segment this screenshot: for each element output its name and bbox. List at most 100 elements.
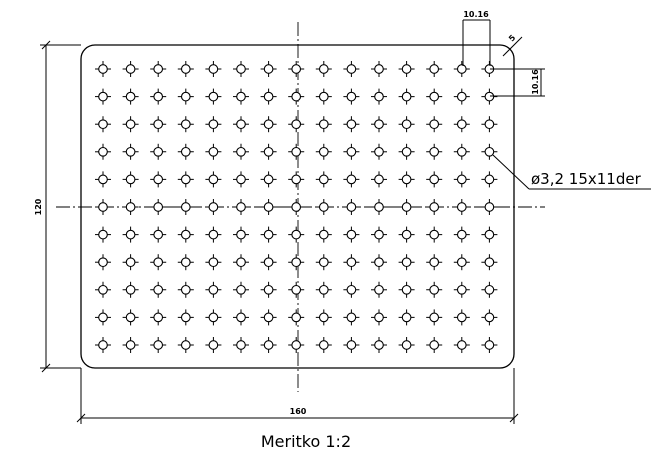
hole	[98, 174, 108, 185]
hole	[429, 91, 440, 102]
hole	[401, 340, 412, 350]
hole	[429, 257, 440, 268]
hole	[456, 202, 467, 212]
hole	[180, 229, 191, 240]
hole	[318, 119, 329, 130]
hole	[125, 229, 136, 240]
hole-callout: ø3,2 15x11der	[492, 154, 651, 190]
hole	[429, 64, 440, 74]
hole	[429, 340, 440, 350]
hole	[263, 202, 274, 212]
hole	[153, 340, 164, 350]
hole	[291, 119, 302, 130]
corner-radius-dimension: 5	[502, 33, 523, 57]
hole	[236, 202, 246, 212]
height-dimension-label: 120	[34, 198, 43, 215]
hole	[401, 257, 412, 268]
hole	[98, 284, 108, 295]
hole	[180, 340, 191, 350]
hole	[484, 202, 495, 212]
hole	[346, 174, 357, 185]
hole	[180, 119, 191, 130]
corner-radius-label: 5	[507, 33, 518, 44]
hole	[236, 174, 246, 185]
hole	[456, 257, 467, 268]
hole	[153, 119, 164, 130]
hole	[125, 174, 136, 185]
hole	[263, 174, 274, 185]
hole	[153, 146, 164, 157]
hole	[484, 312, 495, 323]
hole	[153, 284, 164, 295]
hole	[484, 257, 495, 268]
hole	[401, 91, 412, 102]
hole	[98, 257, 108, 268]
hole	[125, 64, 136, 74]
hole	[318, 340, 329, 350]
hole	[429, 174, 440, 185]
hole	[125, 91, 136, 102]
hole	[291, 284, 302, 295]
hole	[318, 229, 329, 240]
hole	[208, 119, 219, 130]
hole	[456, 284, 467, 295]
hole	[98, 119, 108, 130]
hole	[346, 91, 357, 102]
hole	[263, 229, 274, 240]
hole	[291, 312, 302, 323]
hole	[263, 91, 274, 102]
hole	[98, 340, 108, 350]
hole	[318, 312, 329, 323]
hole	[429, 119, 440, 130]
hole	[98, 91, 108, 102]
hole	[153, 229, 164, 240]
hole	[208, 64, 219, 74]
hole	[429, 146, 440, 157]
hole	[484, 340, 495, 350]
hole	[263, 64, 274, 74]
hole	[180, 174, 191, 185]
hole	[401, 174, 412, 185]
hole	[401, 146, 412, 157]
hole	[236, 257, 246, 268]
hole-callout-text: ø3,2 15x11der	[531, 170, 642, 188]
hole	[263, 146, 274, 157]
hole	[236, 119, 246, 130]
hole	[263, 284, 274, 295]
hole	[456, 146, 467, 157]
hole	[374, 64, 384, 74]
hole	[456, 340, 467, 350]
hole	[236, 64, 246, 74]
hole	[456, 174, 467, 185]
hole	[125, 340, 136, 350]
hole	[374, 229, 384, 240]
hole	[208, 340, 219, 350]
hole	[98, 146, 108, 157]
hole	[318, 146, 329, 157]
hole	[180, 312, 191, 323]
hole	[484, 284, 495, 295]
hole	[98, 312, 108, 323]
hole	[180, 146, 191, 157]
hole	[374, 202, 384, 212]
hole	[429, 229, 440, 240]
pitch-vertical-label: 10.16	[531, 69, 540, 95]
hole	[208, 257, 219, 268]
hole	[346, 119, 357, 130]
hole	[98, 229, 108, 240]
hole	[484, 146, 495, 157]
hole	[374, 257, 384, 268]
hole	[318, 202, 329, 212]
hole	[346, 284, 357, 295]
hole	[374, 119, 384, 130]
hole	[291, 146, 302, 157]
hole	[208, 91, 219, 102]
hole	[153, 64, 164, 74]
hole	[318, 257, 329, 268]
hole	[346, 340, 357, 350]
hole	[401, 284, 412, 295]
hole	[484, 229, 495, 240]
hole	[456, 229, 467, 240]
hole	[180, 284, 191, 295]
